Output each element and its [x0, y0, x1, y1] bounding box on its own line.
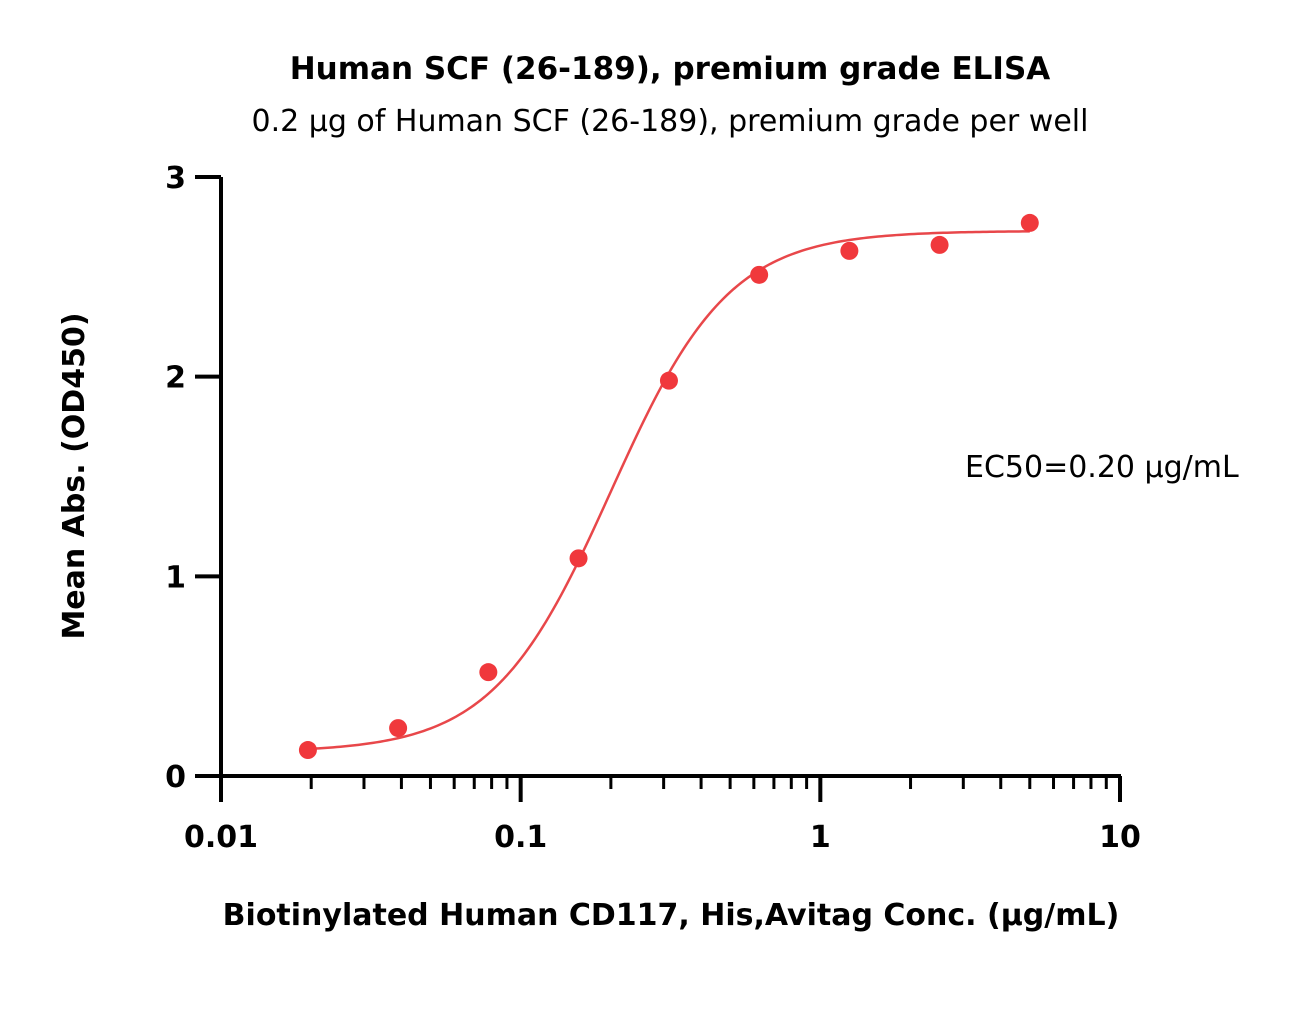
ec50-annotation: EC50=0.20 µg/mL [965, 450, 1239, 485]
y-axis: 0 1 2 3 [165, 161, 223, 795]
data-points [298, 213, 1039, 760]
x-tick-label-0: 0.01 [184, 820, 258, 855]
data-point-1 [389, 719, 408, 738]
x-axis-label: Biotinylated Human CD117, His,Avitag Con… [223, 898, 1120, 933]
x-tick-label-3: 10 [1099, 820, 1141, 855]
chart-subtitle: 0.2 µg of Human SCF (26-189), premium gr… [252, 104, 1089, 139]
data-point-3 [569, 549, 588, 568]
x-axis: 0.01 0.1 1 10 [184, 774, 1141, 855]
y-tick-label-3: 3 [165, 161, 186, 196]
data-point-0 [298, 741, 317, 760]
x-tick-label-1: 0.1 [494, 820, 547, 855]
y-tick-label-0: 0 [165, 760, 186, 795]
fit-curve [307, 230, 1030, 751]
data-point-6 [840, 241, 859, 260]
y-ticks: 0 1 2 3 [165, 161, 221, 795]
y-tick-label-1: 1 [165, 560, 186, 595]
y-axis-label: Mean Abs. (OD450) [57, 312, 92, 639]
data-point-5 [750, 265, 769, 284]
x-tick-label-2: 1 [810, 820, 831, 855]
data-point-2 [479, 663, 498, 682]
data-point-7 [930, 235, 949, 254]
data-point-8 [1020, 213, 1039, 232]
data-point-4 [659, 371, 678, 390]
y-tick-label-2: 2 [165, 361, 186, 396]
x-ticks: 0.01 0.1 1 10 [184, 776, 1141, 855]
chart-title: Human SCF (26-189), premium grade ELISA [290, 51, 1051, 87]
